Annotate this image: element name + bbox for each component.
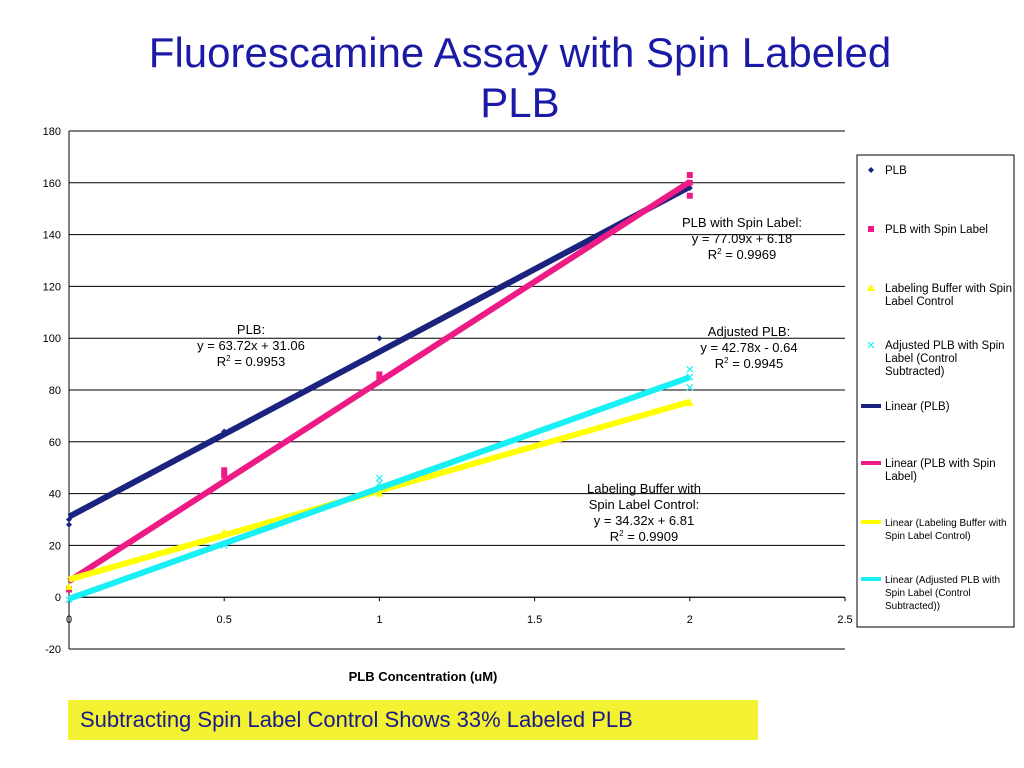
annotation-line: R2 = 0.9953	[217, 354, 285, 369]
data-point	[685, 398, 694, 406]
legend-label: Labeling Buffer with Spin	[885, 283, 1012, 295]
data-point	[686, 383, 694, 391]
data-point	[65, 596, 73, 604]
data-point	[686, 172, 693, 179]
data-point	[686, 373, 694, 381]
legend-label: PLB	[885, 165, 907, 177]
data-point	[686, 365, 694, 373]
annotation-line: y = 42.78x - 0.64	[700, 340, 797, 355]
chart: -20 0 20 40 60 80 100 120 140 160 180 0 0.5 1 1.5 2 2.5 P…	[43, 126, 1015, 684]
annotation-line: Labeling Buffer with	[587, 481, 701, 496]
data-point	[221, 472, 228, 479]
data-point	[686, 192, 693, 199]
legend-label: Adjusted PLB with Spin	[885, 340, 1005, 352]
trendline-plb	[67, 184, 692, 520]
data-point	[65, 582, 73, 590]
y-tick-label: 80	[49, 385, 61, 397]
annotation-line: R2 = 0.9969	[708, 247, 776, 262]
legend-label: Spin Label (Control	[885, 588, 971, 599]
x-tick-label: 2.5	[837, 614, 852, 626]
annotation-line: R2 = 0.9945	[715, 356, 783, 371]
data-point	[221, 428, 228, 435]
data-point	[221, 467, 228, 474]
legend-label: PLB with Spin Label	[885, 224, 988, 236]
data-point	[376, 335, 383, 342]
data-point	[66, 516, 72, 523]
data-point	[686, 179, 693, 186]
slide-title-line-2: PLB	[480, 79, 560, 126]
legend-box	[856, 154, 1015, 628]
x-axis-label: PLB Concentration (uM)	[349, 669, 498, 684]
legend-label: Label)	[885, 471, 917, 483]
x-tick-label: 1.5	[527, 614, 542, 626]
data-point	[375, 479, 383, 487]
legend-marker	[868, 226, 874, 232]
legend-label: Linear (PLB)	[885, 401, 950, 413]
data-point	[66, 521, 72, 528]
annotation-line: PLB:	[237, 322, 265, 337]
y-tick-label: 0	[55, 592, 61, 604]
annotation-line: R2 = 0.9909	[610, 529, 678, 544]
legend-marker	[868, 167, 874, 173]
annotation-line: y = 63.72x + 31.06	[197, 338, 305, 353]
annotation-line: Spin Label Control:	[589, 497, 700, 512]
x-tick-label: 0	[66, 614, 72, 626]
slide-title: Fluorescamine Assay with Spin Labeled PL…	[60, 28, 980, 128]
data-point	[376, 376, 383, 383]
y-tick-label: 20	[49, 540, 61, 552]
legend-label: Linear (Labeling Buffer with	[885, 518, 1007, 529]
legend-label: Subtracted)	[885, 366, 945, 378]
legend-label: Subtracted))	[885, 601, 940, 612]
slide-title-line-1: Fluorescamine Assay with Spin Labeled	[148, 29, 892, 76]
annotation-line: PLB with Spin Label:	[682, 215, 802, 230]
data-point	[686, 184, 693, 191]
data-point	[375, 489, 384, 497]
legend-marker	[867, 284, 875, 291]
y-tick-label: 40	[49, 489, 61, 501]
x-tick-label: 0.5	[217, 614, 232, 626]
legend-label: Label Control	[885, 296, 953, 308]
y-tick-label: -20	[45, 644, 61, 656]
annotation-line: Adjusted PLB:	[708, 324, 790, 339]
x-tick-label: 1	[376, 614, 382, 626]
legend-label: Label (Control	[885, 353, 957, 365]
trendline-adjusted-plb-with-spin-label-control-subtracted-	[67, 374, 691, 602]
y-tick-label: 60	[49, 437, 61, 449]
y-tick-label: 180	[43, 126, 61, 138]
annotation-line: y = 77.09x + 6.18	[692, 231, 792, 246]
legend-label: Spin Label Control)	[885, 531, 971, 542]
data-point	[376, 371, 383, 378]
x-tick-label: 2	[687, 614, 693, 626]
legend-marker	[867, 341, 875, 349]
data-point	[220, 528, 229, 536]
y-tick-label: 100	[43, 333, 61, 345]
legend-label: Linear (Adjusted PLB with	[885, 575, 1000, 586]
y-tick-label: 140	[43, 230, 61, 242]
annotation-line: y = 34.32x + 6.81	[594, 513, 694, 528]
y-tick-label: 120	[43, 281, 61, 293]
legend-label: Linear (PLB with Spin	[885, 458, 996, 470]
data-point	[220, 541, 228, 549]
data-point	[375, 474, 383, 482]
y-tick-label: 160	[43, 178, 61, 190]
conclusion-note: Subtracting Spin Label Control Shows 33%…	[68, 700, 758, 740]
